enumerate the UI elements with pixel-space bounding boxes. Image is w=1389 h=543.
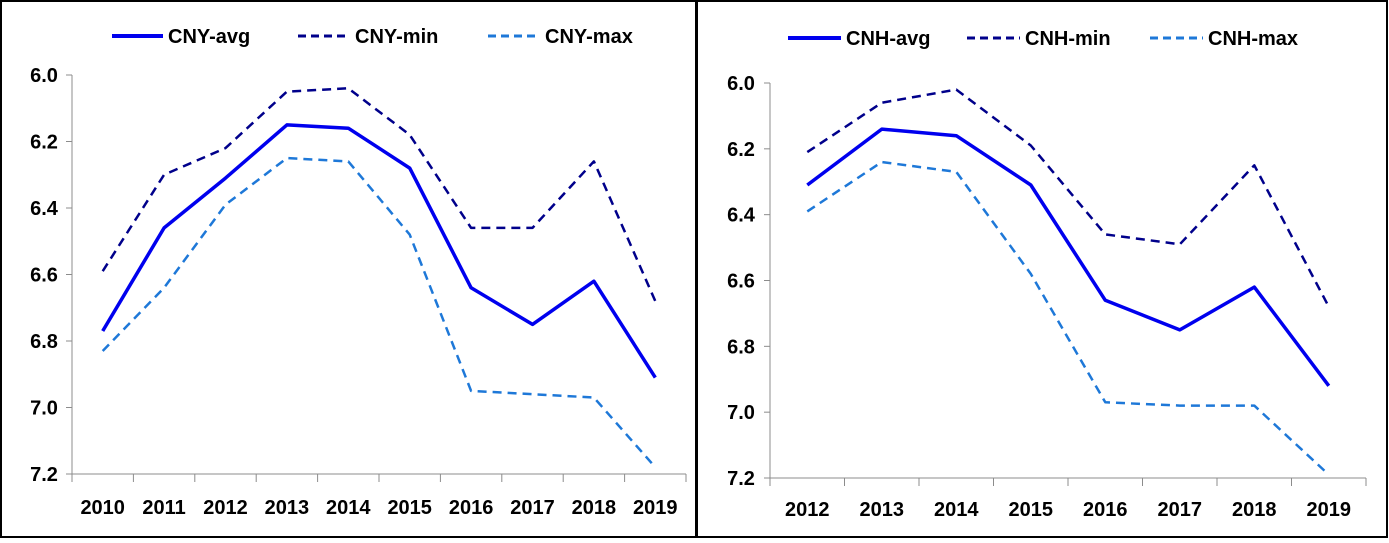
chart2-x-tick-label: 2016 bbox=[1083, 499, 1128, 521]
chart1-legend-label-cny-min: CNY-min bbox=[355, 26, 438, 48]
chart1-legend-label-cny-avg: CNY-avg bbox=[168, 26, 250, 48]
chart1-x-tick-label: 2016 bbox=[449, 497, 494, 519]
panel-border-left bbox=[0, 0, 697, 538]
chart2-x-tick-label: 2013 bbox=[860, 499, 905, 521]
chart2-y-tick-label: 6.0 bbox=[727, 73, 755, 95]
chart2-legend-label-cnh-max: CNH-max bbox=[1208, 28, 1298, 50]
chart2-y-tick-label: 6.8 bbox=[727, 336, 755, 358]
chart2-x-tick-label: 2012 bbox=[785, 499, 830, 521]
chart2-y-tick-label: 6.4 bbox=[727, 205, 756, 227]
chart1-y-tick-label: 6.2 bbox=[30, 132, 58, 154]
chart1-series-line-cny-avg bbox=[101, 123, 657, 379]
chart2-y-tick-label: 7.0 bbox=[727, 402, 755, 424]
chart1-x-tick-label: 2013 bbox=[265, 497, 310, 519]
chart1-x-tick-label: 2019 bbox=[633, 497, 678, 519]
chart1-x-tick-label: 2017 bbox=[510, 497, 555, 519]
chart1-series-line-cny-min bbox=[101, 87, 657, 302]
chart2-series-line-cnh-avg bbox=[806, 127, 1331, 387]
chart2-x-tick-label: 2014 bbox=[934, 499, 979, 521]
chart2-legend-label-cnh-avg: CNH-avg bbox=[846, 28, 930, 50]
chart2-y-tick-label: 6.6 bbox=[727, 271, 755, 293]
chart1-y-tick-label: 6.4 bbox=[30, 198, 59, 220]
chart2-y-tick-label: 7.2 bbox=[727, 468, 755, 490]
chart1-y-tick-label: 6.0 bbox=[30, 65, 58, 87]
chart2-legend-label-cnh-min: CNH-min bbox=[1025, 28, 1111, 50]
chart1-y-tick-label: 7.2 bbox=[30, 464, 58, 486]
chart2-x-tick-label: 2018 bbox=[1232, 499, 1277, 521]
chart1-x-tick-label: 2014 bbox=[326, 497, 371, 519]
panel-border-right bbox=[696, 0, 1388, 538]
chart2-series-line-cnh-max bbox=[806, 160, 1330, 476]
chart2-series-line-cnh-min bbox=[806, 88, 1330, 308]
chart2-x-tick-label: 2017 bbox=[1158, 499, 1203, 521]
chart1-legend-label-cny-max: CNY-max bbox=[545, 26, 633, 48]
chart1-x-tick-label: 2012 bbox=[203, 497, 248, 519]
chart1-x-tick-label: 2015 bbox=[387, 497, 432, 519]
chart1-x-tick-label: 2011 bbox=[142, 497, 185, 519]
chart1-series-line-cny-max bbox=[101, 156, 657, 469]
chart2-x-tick-label: 2019 bbox=[1307, 499, 1352, 521]
chart1-y-tick-label: 6.8 bbox=[30, 331, 58, 353]
chart2-x-tick-label: 2015 bbox=[1009, 499, 1054, 521]
chart1-y-tick-label: 7.0 bbox=[30, 398, 58, 420]
chart1-x-tick-label: 2018 bbox=[572, 497, 617, 519]
chart1-x-tick-label: 2010 bbox=[80, 497, 125, 519]
chart1-y-tick-label: 6.6 bbox=[30, 265, 58, 287]
chart2-y-tick-label: 6.2 bbox=[727, 139, 755, 161]
